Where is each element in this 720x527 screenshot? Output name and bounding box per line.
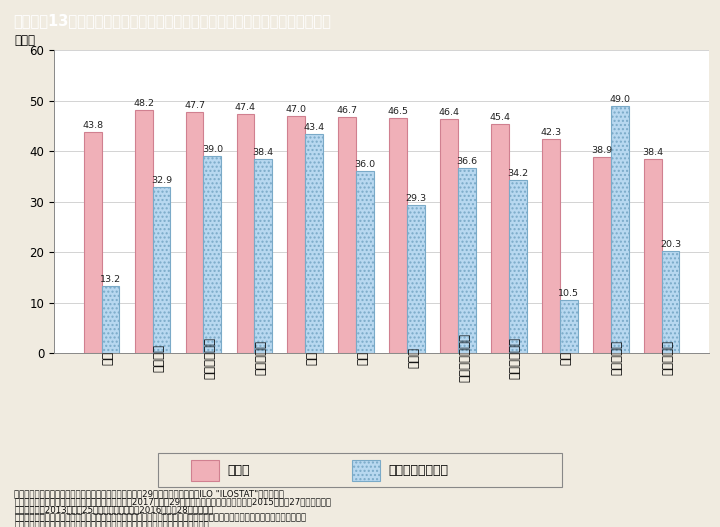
Bar	[84, 132, 102, 353]
Text: 英国: 英国	[356, 351, 369, 365]
Bar	[305, 134, 323, 353]
Text: 2013（平成25）年，その他の国は2016（平成28）年の値。: 2013（平成25）年，その他の国は2016（平成28）年の値。	[14, 505, 214, 514]
Bar	[287, 116, 305, 353]
Bar	[440, 119, 458, 353]
Bar	[559, 300, 577, 353]
Text: 46.5: 46.5	[387, 107, 409, 116]
Text: 韓国: 韓国	[559, 351, 573, 365]
Text: 43.8: 43.8	[82, 121, 103, 130]
Bar	[458, 168, 476, 353]
Bar	[352, 460, 380, 481]
Text: 38.4: 38.4	[253, 148, 274, 157]
Text: 管理的職業従事者: 管理的職業従事者	[388, 464, 449, 477]
Text: 49.0: 49.0	[609, 95, 630, 104]
Text: 日本: 日本	[102, 351, 114, 365]
Bar	[338, 117, 356, 353]
Text: シンガポール: シンガポール	[509, 337, 522, 379]
Text: ２．日本，スウェーデン及びノルウェーは2017（平成29）年，韓国及びシンガポールは2015（平成27年），米国は: ２．日本，スウェーデン及びノルウェーは2017（平成29）年，韓国及びシンガポー…	[14, 497, 331, 506]
Bar	[593, 157, 611, 353]
Bar	[135, 110, 153, 353]
Bar	[186, 112, 204, 353]
Text: 29.3: 29.3	[405, 194, 426, 203]
Text: 47.0: 47.0	[286, 105, 307, 114]
Bar	[542, 140, 559, 353]
Text: 32.9: 32.9	[151, 176, 172, 185]
Bar	[491, 124, 509, 353]
Text: 36.6: 36.6	[456, 157, 477, 166]
Text: ノルウェー: ノルウェー	[254, 340, 267, 375]
Text: スウェーデン: スウェーデン	[204, 337, 217, 379]
Bar	[204, 156, 221, 353]
Text: 36.0: 36.0	[354, 160, 376, 169]
Bar	[662, 250, 680, 353]
Text: 43.4: 43.4	[304, 123, 325, 132]
Text: 47.7: 47.7	[184, 101, 205, 110]
Bar	[254, 159, 272, 353]
Text: 20.3: 20.3	[660, 240, 681, 249]
Text: 46.4: 46.4	[438, 108, 459, 117]
Bar	[611, 105, 629, 353]
Text: 38.4: 38.4	[642, 148, 663, 157]
Bar	[509, 180, 527, 353]
Bar	[356, 171, 374, 353]
Text: 47.4: 47.4	[235, 103, 256, 112]
Text: 46.7: 46.7	[337, 106, 358, 115]
Text: 48.2: 48.2	[133, 99, 154, 108]
Text: 42.3: 42.3	[540, 129, 562, 138]
Text: 45.4: 45.4	[490, 113, 510, 122]
Bar	[236, 114, 254, 353]
Bar	[191, 460, 219, 481]
Bar	[153, 187, 171, 353]
Text: ドイツ: ドイツ	[407, 347, 420, 368]
Text: ３．総務省「労働力調査」では，「管理的職業従事者」とは，就業者のうち，会社役員，企業の課長相当職以上，管理: ３．総務省「労働力調査」では，「管理的職業従事者」とは，就業者のうち，会社役員，…	[14, 513, 307, 523]
Text: 39.0: 39.0	[202, 145, 223, 154]
Text: Ｉ－２－13図　就業者及び管理的職業従事者に占める女性の割合（国際比較）: Ｉ－２－13図 就業者及び管理的職業従事者に占める女性の割合（国際比較）	[13, 13, 330, 28]
Bar	[390, 118, 407, 353]
Text: 米国: 米国	[305, 351, 318, 365]
Text: （備考）１．総務省「労働力調査（基本集計）」（平成29年），その他の国はILO "ILOSTAT"より作成。: （備考）１．総務省「労働力調査（基本集計）」（平成29年），その他の国はILO …	[14, 489, 284, 498]
Bar	[102, 287, 120, 353]
Text: フランス: フランス	[153, 344, 166, 372]
Text: マレーシア: マレーシア	[662, 340, 675, 375]
Text: フィリピン: フィリピン	[611, 340, 624, 375]
Text: 38.9: 38.9	[591, 145, 612, 154]
Text: 就業者: 就業者	[227, 464, 249, 477]
Bar	[407, 205, 425, 353]
Y-axis label: （％）: （％）	[14, 34, 35, 47]
Text: 10.5: 10.5	[558, 289, 579, 298]
Text: 34.2: 34.2	[507, 169, 528, 178]
Bar	[644, 159, 662, 353]
Text: オーストラリア: オーストラリア	[458, 334, 471, 383]
Text: 的公務員等。また，「管理的職業従事者」の定義は国によって異なる。: 的公務員等。また，「管理的職業従事者」の定義は国によって異なる。	[14, 522, 209, 527]
Text: 13.2: 13.2	[100, 276, 121, 285]
